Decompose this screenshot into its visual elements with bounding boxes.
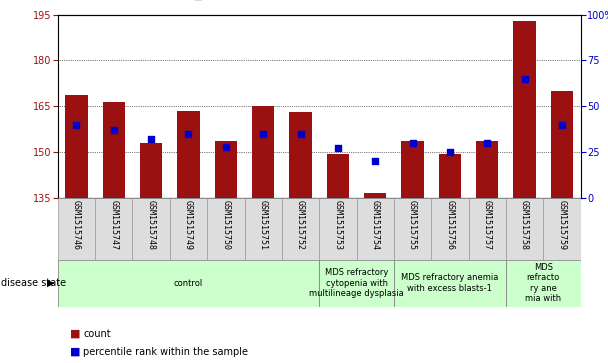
Text: GSM1515754: GSM1515754 [371, 200, 380, 250]
Text: GSM1515747: GSM1515747 [109, 200, 119, 250]
Point [520, 76, 530, 82]
Bar [103, 102, 125, 198]
Bar [401, 141, 424, 198]
Bar [207, 198, 244, 260]
Bar [476, 141, 499, 198]
Bar [244, 198, 282, 260]
Bar [65, 95, 88, 198]
Bar [95, 198, 133, 260]
Bar [513, 21, 536, 198]
Bar [551, 91, 573, 198]
Point [295, 131, 305, 136]
Bar [215, 141, 237, 198]
Bar [178, 111, 199, 198]
Text: ■: ■ [70, 347, 80, 357]
Text: GSM1515759: GSM1515759 [558, 200, 567, 250]
Text: GSM1515758: GSM1515758 [520, 200, 529, 250]
Bar [439, 154, 461, 198]
Bar [364, 193, 387, 198]
Text: GSM1515750: GSM1515750 [221, 200, 230, 250]
Point [557, 122, 567, 127]
Text: ■: ■ [70, 329, 80, 339]
Text: ▶: ▶ [47, 278, 55, 288]
Bar [289, 112, 312, 198]
Bar [544, 198, 581, 260]
Bar [506, 260, 581, 307]
Bar [170, 198, 207, 260]
Text: GSM1515748: GSM1515748 [147, 200, 156, 250]
Point [370, 158, 380, 164]
Bar [319, 260, 394, 307]
Bar [252, 106, 274, 198]
Bar [506, 198, 544, 260]
Point [333, 146, 343, 151]
Bar [140, 143, 162, 198]
Point [147, 136, 156, 142]
Text: GSM1515749: GSM1515749 [184, 200, 193, 250]
Point [184, 131, 193, 136]
Bar [326, 154, 349, 198]
Bar [431, 198, 469, 260]
Bar [394, 198, 431, 260]
Point [72, 122, 81, 127]
Text: GSM1515755: GSM1515755 [408, 200, 417, 250]
Bar [58, 198, 95, 260]
Text: disease state: disease state [1, 278, 66, 288]
Bar [133, 198, 170, 260]
Bar [356, 198, 394, 260]
Text: GSM1515753: GSM1515753 [333, 200, 342, 250]
Bar [282, 198, 319, 260]
Point [109, 127, 119, 133]
Text: percentile rank within the sample: percentile rank within the sample [83, 347, 248, 357]
Point [445, 149, 455, 155]
Text: GSM1515751: GSM1515751 [258, 200, 268, 250]
Text: control: control [174, 279, 203, 287]
Bar [469, 198, 506, 260]
Point [221, 144, 230, 150]
Bar [319, 198, 356, 260]
Text: GSM1515757: GSM1515757 [483, 200, 492, 250]
Point [408, 140, 418, 146]
Text: count: count [83, 329, 111, 339]
Point [482, 140, 492, 146]
Point [258, 131, 268, 136]
Text: MDS
refracto
ry ane
mia with: MDS refracto ry ane mia with [525, 263, 561, 303]
Text: GSM1515756: GSM1515756 [446, 200, 454, 250]
Text: GSM1515746: GSM1515746 [72, 200, 81, 250]
Bar [58, 260, 319, 307]
Text: MDS refractory
cytopenia with
multilineage dysplasia: MDS refractory cytopenia with multilinea… [309, 268, 404, 298]
Text: GSM1515752: GSM1515752 [296, 200, 305, 250]
Text: MDS refractory anemia
with excess blasts-1: MDS refractory anemia with excess blasts… [401, 273, 499, 293]
Bar [394, 260, 506, 307]
